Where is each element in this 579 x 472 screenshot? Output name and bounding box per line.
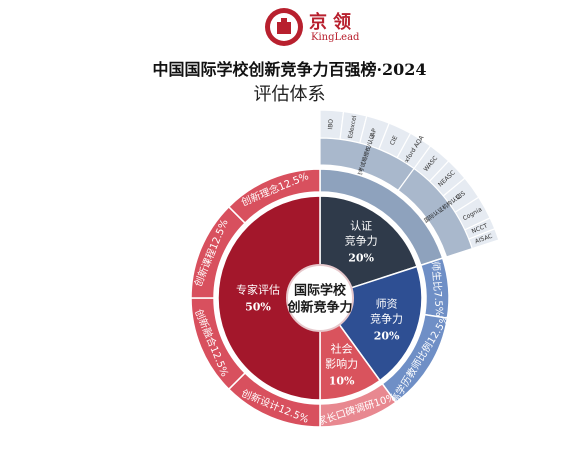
inner-ring-segment (217, 195, 321, 401)
accreditation-body-label: Edexcel (347, 115, 358, 140)
inner-ring-label: 竞争力 (370, 312, 403, 326)
accreditation-group-segment (397, 167, 473, 258)
accreditation-body-label: CIE (389, 134, 400, 146)
inner-ring-percent: 50% (245, 301, 271, 314)
inner-ring-label: 社会 (331, 342, 353, 356)
accreditation-body-label: AP (369, 127, 378, 137)
inner-ring-label: 专家评估 (236, 283, 280, 297)
page-title: 中国国际学校创新竞争力百强榜·2024 (152, 60, 427, 79)
accreditation-body-label: CIS (455, 190, 467, 202)
brand-logo: 京领 KingLead (263, 6, 413, 48)
inner-ring-label: 竞争力 (345, 233, 378, 247)
inner-ring-label: 师资 (376, 298, 398, 311)
inner-ring-percent: 10% (329, 375, 355, 388)
middle-ring-label: 师生比7.5% (429, 261, 446, 317)
inner-ring-percent: 20% (374, 330, 400, 343)
inner-ring-label: 认证 (350, 219, 372, 232)
seal-icon (265, 8, 303, 46)
inner-ring-percent: 20% (348, 251, 374, 264)
logo-english-text: KingLead (311, 32, 360, 43)
center-label: 创新竞争力 (286, 300, 352, 316)
inner-ring-label: 影响力 (325, 358, 358, 371)
middle-ring-segment (227, 168, 321, 225)
inner-ring-segment (319, 195, 418, 300)
accreditation-body-label: IBO (327, 119, 335, 130)
logo-chinese-text: 京领 (309, 12, 357, 33)
center-disc (286, 264, 354, 332)
center-label: 国际学校 (294, 283, 347, 299)
page-subtitle: 评估体系 (253, 84, 326, 105)
